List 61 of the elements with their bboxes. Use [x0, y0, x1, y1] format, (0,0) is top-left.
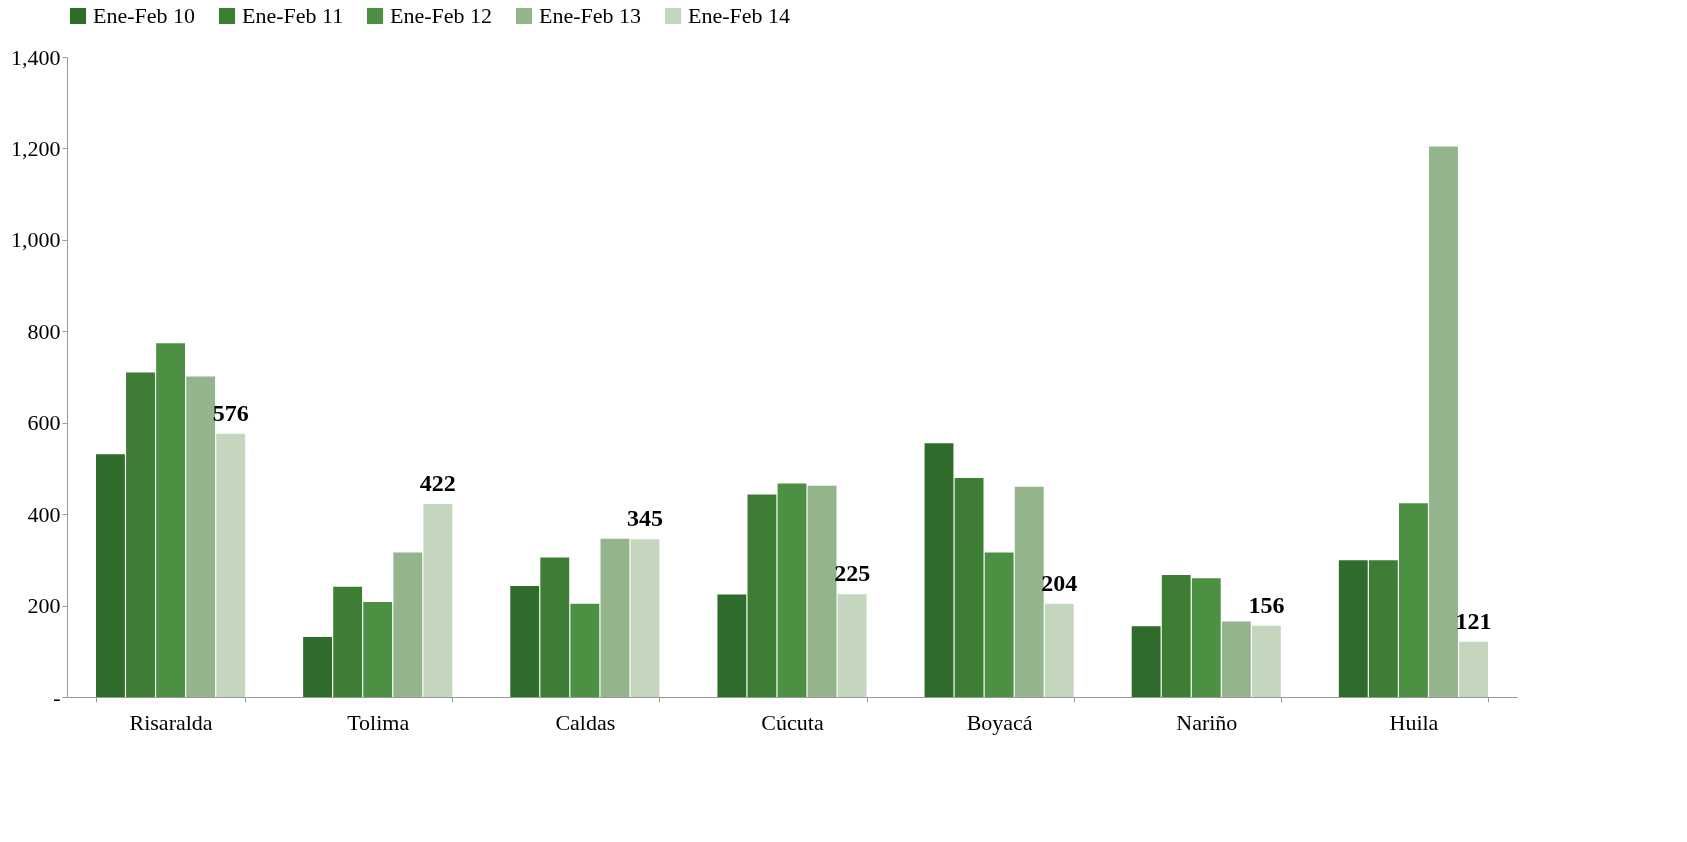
bar	[807, 485, 837, 697]
bar	[393, 552, 423, 697]
x-tick-label: Cúcuta	[761, 709, 824, 735]
bar	[600, 538, 630, 697]
bar	[423, 504, 453, 697]
y-tick-label: 800	[27, 318, 61, 344]
legend-label: Ene-Feb 10	[93, 3, 196, 28]
bar	[1191, 578, 1221, 697]
y-tick-label: 1,400	[11, 44, 61, 70]
bar	[126, 372, 155, 697]
bar	[1338, 560, 1368, 697]
bar	[717, 594, 747, 697]
bar	[570, 603, 600, 697]
y-tick-label: 200	[27, 593, 61, 619]
legend-label: Ene-Feb 14	[688, 3, 791, 28]
bar	[510, 585, 540, 697]
data-label: 156	[1248, 591, 1285, 618]
x-tick-label: Nariño	[1176, 709, 1238, 735]
bar	[540, 557, 570, 697]
bar	[1044, 603, 1074, 697]
bar	[1251, 625, 1281, 697]
bar	[363, 601, 393, 697]
bar	[984, 552, 1014, 697]
data-label: 204	[1041, 569, 1078, 596]
bar	[1131, 626, 1161, 697]
bar	[1368, 560, 1398, 697]
data-label: 225	[834, 560, 871, 587]
data-label: 576	[212, 399, 249, 426]
bar	[333, 586, 363, 697]
bar	[837, 594, 867, 697]
data-label: 422	[419, 470, 456, 497]
bar	[777, 483, 807, 697]
bar	[156, 343, 185, 697]
x-tick-label: Boyacá	[966, 709, 1033, 735]
y-tick-label: 400	[27, 501, 61, 527]
bar	[96, 454, 125, 697]
bar	[954, 478, 984, 697]
y-tick-label: 1,200	[11, 135, 61, 161]
bar	[1221, 621, 1251, 697]
data-label: 121	[1455, 607, 1492, 634]
bar	[924, 443, 954, 697]
legend-label: Ene-Feb 11	[242, 3, 344, 28]
x-tick-label: Tolima	[347, 709, 410, 735]
bar	[1429, 146, 1458, 697]
y-tick-label: -	[53, 684, 61, 710]
bar	[216, 433, 246, 697]
bar	[1399, 503, 1428, 697]
x-tick-label: Risaralda	[129, 709, 213, 735]
bar	[1459, 641, 1488, 697]
data-label: 345	[627, 505, 663, 532]
legend-label: Ene-Feb 13	[539, 3, 642, 28]
bar	[630, 539, 660, 697]
x-tick-label: Huila	[1389, 709, 1439, 735]
x-tick-label: Caldas	[555, 709, 616, 735]
bar	[1014, 486, 1044, 697]
bar	[747, 494, 777, 697]
bar	[1161, 574, 1191, 697]
y-tick-label: 600	[27, 410, 61, 436]
y-tick-label: 1,000	[11, 227, 61, 253]
legend-label: Ene-Feb 12	[390, 3, 493, 28]
bar	[303, 637, 333, 697]
